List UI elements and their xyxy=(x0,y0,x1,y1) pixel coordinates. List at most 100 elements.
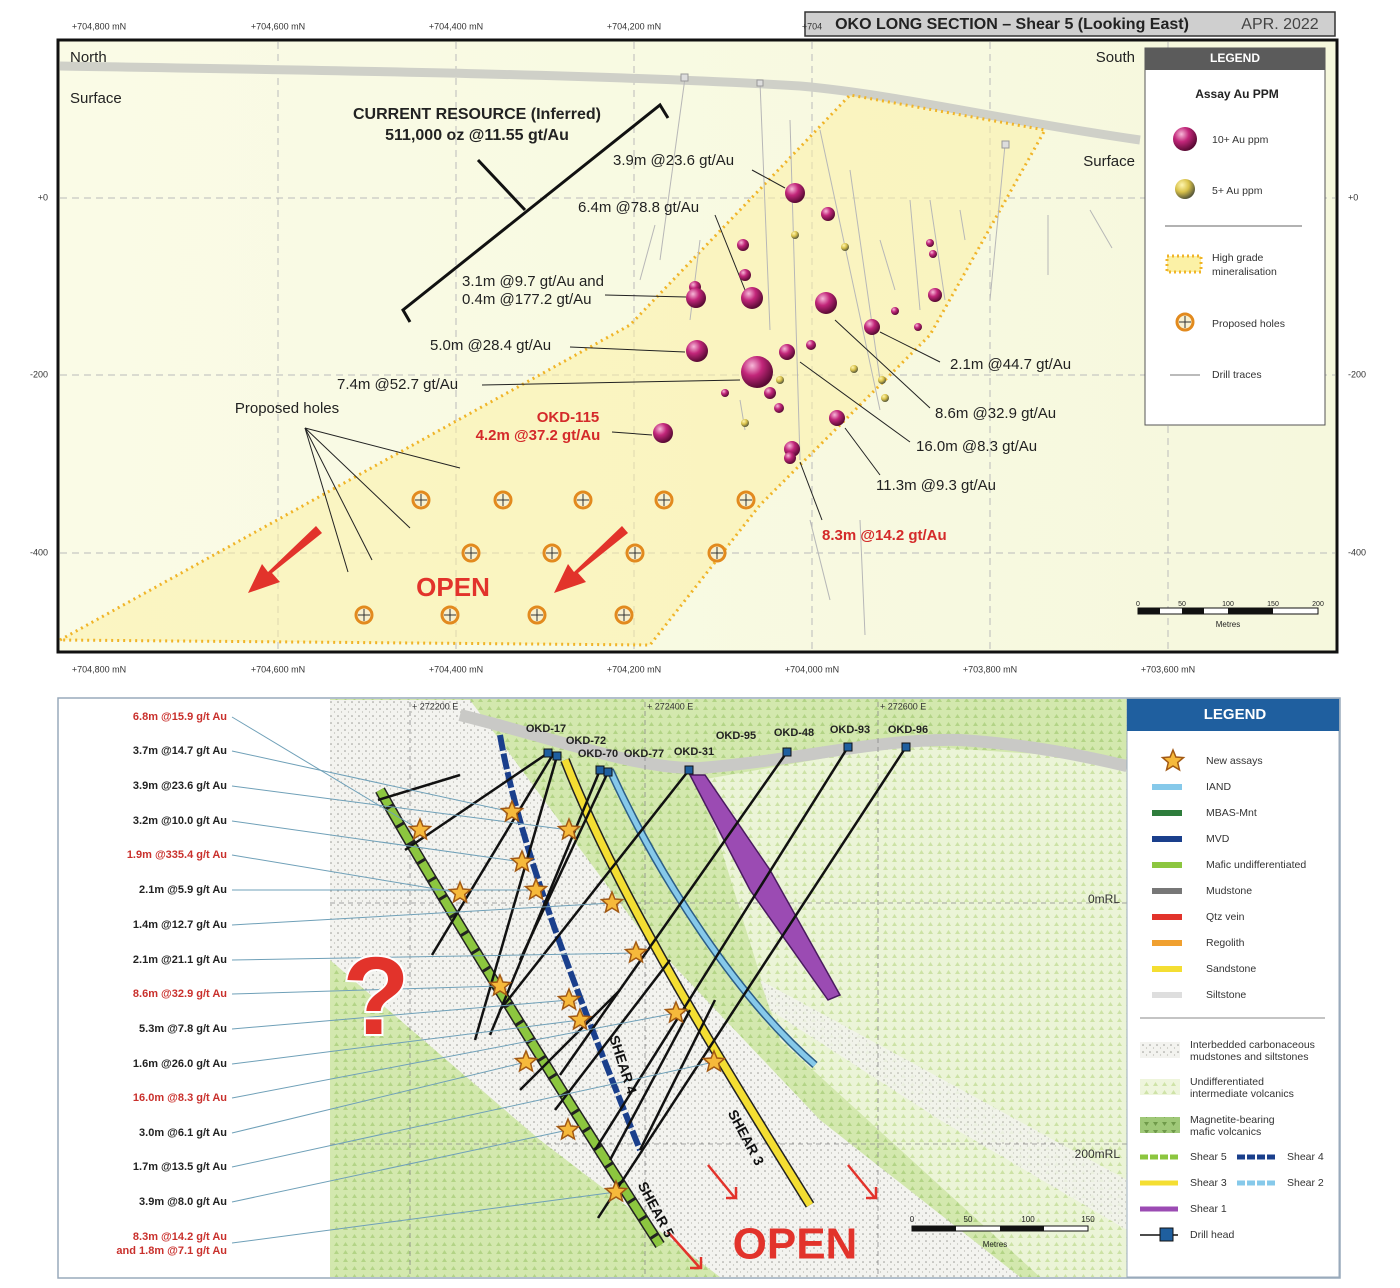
drill-hole xyxy=(473,755,559,1041)
assay-10-plus xyxy=(928,288,942,302)
leader xyxy=(231,902,613,926)
leader xyxy=(844,427,881,476)
legend-unit: mudstones and siltstones xyxy=(1190,1051,1308,1063)
assay-10-plus xyxy=(741,287,763,309)
leader xyxy=(231,1129,569,1203)
assay-spheres xyxy=(653,183,942,464)
resource-label: 511,000 oz @11.55 gt/Au xyxy=(385,127,569,144)
leader xyxy=(481,379,741,386)
proposed-hole-cross xyxy=(629,547,641,559)
long-section xyxy=(54,11,1339,654)
drill-trace xyxy=(809,519,831,601)
assay-10-plus xyxy=(686,288,706,308)
legend-drill-head xyxy=(1159,1227,1174,1242)
legend-item: 5+ Au ppm xyxy=(1212,185,1263,197)
proposed-hole-cross xyxy=(740,494,752,506)
surface-label: Surface xyxy=(70,90,122,107)
legend-item: mineralisation xyxy=(1212,266,1277,278)
proposed-hole-cross xyxy=(658,494,670,506)
assay-10-plus xyxy=(929,250,937,258)
leader xyxy=(231,1061,527,1134)
assay-5-plus xyxy=(741,419,749,427)
proposed-hole-cross xyxy=(711,547,723,559)
legend-swatch xyxy=(1152,940,1182,946)
new-assay xyxy=(523,877,549,901)
new-assay xyxy=(556,987,582,1011)
legend-item: Regolith xyxy=(1206,937,1245,949)
open-arrows xyxy=(667,1164,878,1270)
drill-hole xyxy=(488,769,602,1036)
drill-trace xyxy=(929,199,946,301)
axis-label: +704,000 mN xyxy=(785,664,839,674)
axis-label: +704,800 mN xyxy=(72,664,126,674)
legend-shear: Shear 2 xyxy=(1287,1177,1324,1189)
hole-label: OKD-93 xyxy=(830,724,870,736)
legend-unit-swatch xyxy=(1140,1042,1180,1058)
level-label: 200mRL xyxy=(1075,1147,1121,1161)
shear-1 xyxy=(688,774,842,1001)
legend-shear: Shear 3 xyxy=(1190,1177,1227,1189)
new-assay-stars xyxy=(407,799,727,1203)
leader xyxy=(304,427,461,469)
leader xyxy=(231,1191,617,1244)
drill-hole xyxy=(608,1009,692,1161)
new-assay xyxy=(567,1007,593,1031)
intercept-label: 1.4m @12.7 g/t Au xyxy=(133,919,227,931)
shear-4 xyxy=(497,734,643,1152)
legend-swatch xyxy=(1152,966,1182,972)
legend-swatch xyxy=(1152,992,1182,998)
drill-trace xyxy=(909,199,921,311)
axis-label: +704,600 mN xyxy=(251,664,305,674)
drill-hole xyxy=(558,751,789,1076)
hole-label: OKD-72 xyxy=(566,735,606,747)
shear-5 xyxy=(376,788,664,1248)
legend-item: Sandstone xyxy=(1206,963,1256,975)
drill-head xyxy=(603,767,613,777)
legend-item: MBAS-Mnt xyxy=(1206,807,1257,819)
legend-zone-swatch xyxy=(1165,254,1203,274)
axis-label: -400 xyxy=(1348,547,1366,557)
legend-item: Drill traces xyxy=(1212,369,1262,381)
shear-3 xyxy=(561,758,813,1207)
title: OKO LONG SECTION – Shear 5 (Looking East… xyxy=(835,16,1189,33)
new-assay xyxy=(623,940,649,964)
assay-5-plus xyxy=(776,376,784,384)
proposed-hole-cross xyxy=(358,609,370,621)
legend-item: MVD xyxy=(1206,833,1230,845)
hole-label: OKD-77 xyxy=(624,748,664,760)
legend-swatch xyxy=(1152,810,1182,816)
axis-label: +704,200 mN xyxy=(607,664,661,674)
proposed-hole-cross xyxy=(577,494,589,506)
assay-10-plus xyxy=(926,239,934,247)
intercept-label: 8.3m @14.2 gt/Au xyxy=(822,527,947,544)
assay-10-plus xyxy=(764,387,776,399)
intercept-label: 8.6m @32.9 gt/Au xyxy=(935,405,1056,422)
scale-bar xyxy=(911,1225,1089,1232)
legend-swatch xyxy=(1152,836,1182,842)
assay-10-plus xyxy=(815,292,837,314)
axis-label: +704,400 mN xyxy=(429,664,483,674)
drill-hole xyxy=(593,746,850,1151)
leader xyxy=(231,1019,581,1065)
scale-tick: 0 xyxy=(1136,601,1140,608)
legend-yellow-sphere xyxy=(1175,179,1195,199)
intercept-label: OKD-115 xyxy=(537,409,600,426)
drill-head xyxy=(901,742,911,752)
open-arrows xyxy=(248,526,628,593)
hole-label: OKD-96 xyxy=(888,724,928,736)
drill-trace xyxy=(989,144,1006,301)
axis-label: +0 xyxy=(1348,192,1358,202)
scale-tick: 150 xyxy=(1081,1215,1095,1224)
intercept-label: 16.0m @8.3 gt/Au xyxy=(916,438,1037,455)
assay-10-plus xyxy=(784,452,796,464)
collar xyxy=(1001,140,1010,149)
intercept-label: 4.2m @37.2 gt/Au xyxy=(476,427,601,444)
axis-label: -200 xyxy=(30,369,48,379)
drill-head xyxy=(684,765,694,775)
labels: +704,800 mN +704,600 mN +704,400 mN +704,20… xyxy=(30,16,1366,1268)
legend-hole-cross xyxy=(1179,316,1191,328)
proposed-hole-cross xyxy=(415,494,427,506)
hole-label: OKD-48 xyxy=(774,727,814,739)
drill-head xyxy=(843,742,853,752)
scale-tick: 100 xyxy=(1222,601,1234,608)
